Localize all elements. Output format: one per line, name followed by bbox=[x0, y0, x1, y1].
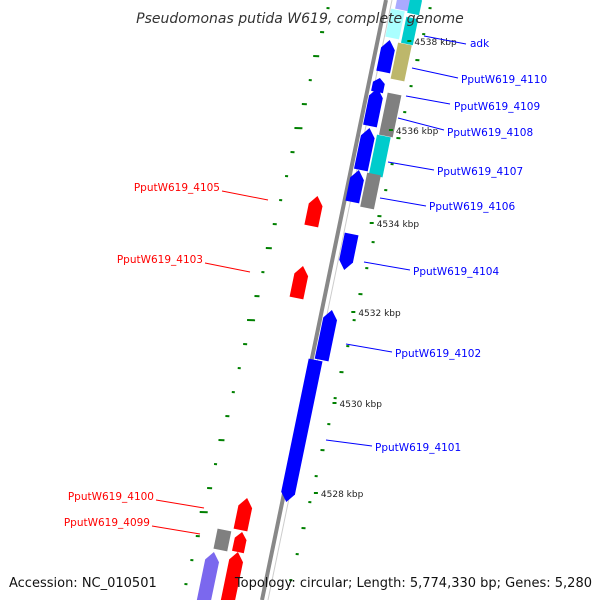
cds-arrow-forward bbox=[314, 310, 337, 362]
feature-block bbox=[390, 42, 412, 82]
kbp-label: 4538 kbp bbox=[414, 38, 457, 48]
gene-label-forward: PputW619_4110 bbox=[461, 74, 547, 86]
gene-label-forward: PputW619_4106 bbox=[429, 201, 515, 213]
gene-label-reverse: PputW619_4105 bbox=[134, 182, 220, 194]
cds-arrow-forward bbox=[281, 358, 323, 502]
feature-block bbox=[379, 92, 402, 138]
gene-label-forward: PputW619_4101 bbox=[375, 442, 461, 454]
gene-leader-line bbox=[397, 117, 445, 131]
gene-label-reverse: PputW619_4100 bbox=[68, 491, 154, 503]
gene-leader-line bbox=[345, 343, 393, 353]
map-title: Pseudomonas putida W619, complete genome bbox=[136, 11, 464, 27]
gene-label-forward: PputW619_4102 bbox=[395, 348, 481, 360]
feature-track bbox=[196, 0, 422, 600]
gene-leader-line bbox=[204, 262, 251, 273]
kbp-label: 4534 kbp bbox=[377, 220, 420, 230]
kbp-label: 4528 kbp bbox=[321, 490, 364, 500]
topology-text: Topology: circular; Length: 5,774,330 bp… bbox=[234, 576, 592, 591]
gene-label-forward: PputW619_4108 bbox=[447, 127, 533, 139]
gc-skew-track bbox=[184, 7, 432, 586]
gene-leader-line bbox=[155, 499, 205, 509]
kbp-axis: 4538 kbp 4536 kbp 4534 kbp 4532 kbp 4530 kbp… bbox=[313, 38, 457, 500]
kbp-label: 4532 kbp bbox=[358, 309, 401, 319]
cds-arrow-forward bbox=[371, 78, 385, 94]
reverse-gene-labels: PputW619_4105 PputW619_4103 PputW619_4100 P… bbox=[64, 182, 269, 535]
cds-arrow-reverse bbox=[220, 552, 243, 600]
gene-label-reverse: PputW619_4103 bbox=[117, 254, 203, 266]
feature-block bbox=[385, 8, 405, 40]
cds-arrow-reverse bbox=[289, 266, 309, 300]
gene-leader-line bbox=[221, 190, 269, 201]
feature-block bbox=[395, 0, 412, 12]
feature-block bbox=[213, 528, 232, 552]
gene-leader-line bbox=[363, 261, 411, 271]
cds-arrow-forward bbox=[376, 40, 395, 74]
gene-leader-line bbox=[151, 525, 201, 535]
cds-arrow-forward bbox=[363, 88, 383, 128]
gene-leader-line bbox=[423, 35, 467, 45]
cds-arrow-reverse bbox=[232, 532, 247, 554]
gene-leader-line bbox=[411, 67, 459, 79]
gene-leader-line bbox=[379, 197, 427, 207]
backbone-line bbox=[260, 0, 388, 600]
gene-label-forward: PputW619_4104 bbox=[413, 266, 499, 278]
feature-block bbox=[368, 134, 391, 178]
feature-block bbox=[196, 552, 219, 600]
gene-label-forward: adk bbox=[470, 38, 490, 50]
accession-text: Accession: NC_010501 bbox=[9, 576, 157, 591]
feature-block bbox=[401, 16, 419, 46]
cds-arrow-forward bbox=[354, 128, 375, 172]
gene-label-forward: PputW619_4109 bbox=[454, 101, 540, 113]
gene-leader-line bbox=[325, 439, 373, 447]
feature-block bbox=[360, 172, 381, 210]
cds-arrow-reverse bbox=[233, 498, 253, 532]
kbp-label: 4530 kbp bbox=[340, 400, 383, 410]
gene-label-reverse: PputW619_4099 bbox=[64, 517, 150, 529]
gene-leader-line bbox=[405, 95, 451, 105]
gene-leader-line bbox=[387, 161, 435, 171]
gene-label-forward: PputW619_4107 bbox=[437, 166, 523, 178]
cds-arrow-forward bbox=[339, 232, 359, 270]
feature-block bbox=[407, 0, 422, 16]
cds-arrow-reverse bbox=[304, 196, 323, 228]
forward-gene-labels: adk PputW619_4110 PputW619_4109 PputW619_41… bbox=[325, 35, 547, 454]
kbp-label: 4536 kbp bbox=[396, 127, 439, 137]
cds-arrow-forward bbox=[345, 170, 364, 204]
